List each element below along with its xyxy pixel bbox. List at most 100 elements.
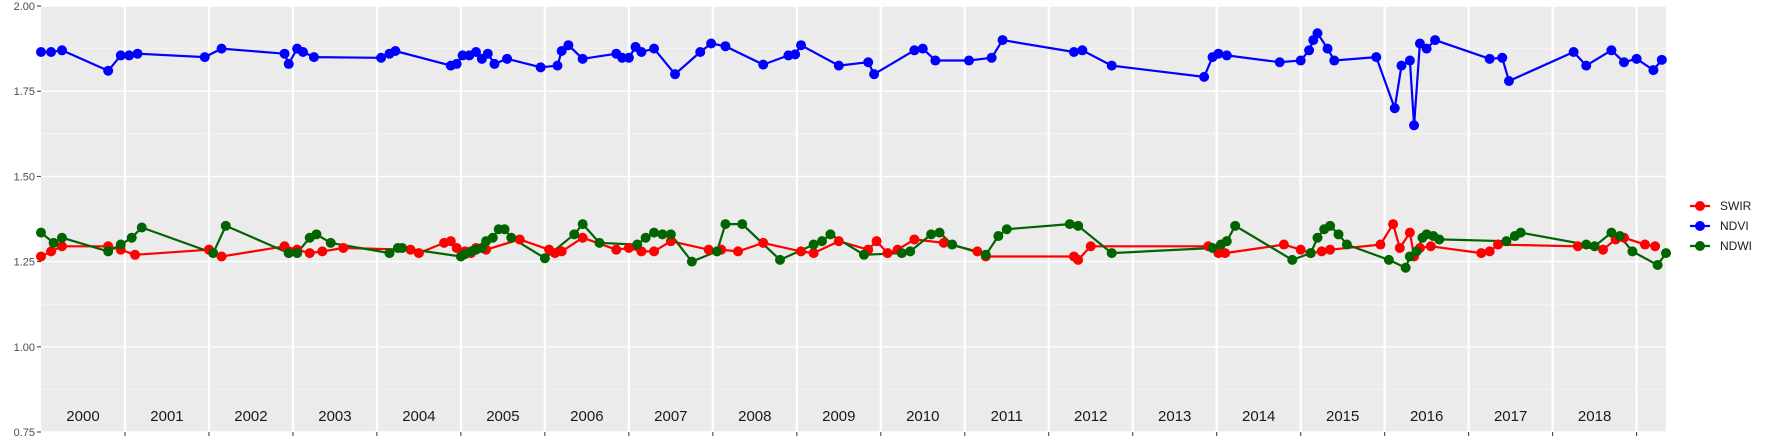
- data-point-ndvi: [502, 53, 513, 64]
- y-tick-label: 1.50: [14, 171, 35, 183]
- data-point-ndvi: [1329, 55, 1340, 66]
- y-tick-label: 0.75: [14, 427, 35, 439]
- data-point-ndvi: [471, 47, 482, 58]
- data-point-ndwi: [283, 248, 294, 259]
- data-point-ndwi: [896, 248, 907, 259]
- data-point-swir: [1404, 227, 1415, 238]
- data-point-swir: [317, 246, 328, 257]
- data-point-ndvi: [1430, 35, 1441, 46]
- data-point-ndwi: [325, 237, 336, 248]
- legend-label-swir: SWIR: [1720, 199, 1752, 213]
- data-point-ndwi: [1001, 224, 1012, 235]
- data-point-swir: [733, 246, 744, 257]
- data-point-swir: [1375, 239, 1386, 250]
- data-point-ndvi: [1312, 28, 1323, 39]
- data-point-ndwi: [1434, 234, 1445, 245]
- data-point-swir: [1073, 254, 1084, 265]
- data-point-swir: [216, 251, 227, 262]
- data-point-swir: [46, 246, 57, 257]
- data-point-ndwi: [1341, 239, 1352, 250]
- data-point-ndvi: [649, 43, 660, 54]
- data-point-ndvi: [1404, 55, 1415, 66]
- data-point-ndwi: [1312, 232, 1323, 243]
- data-point-ndvi: [917, 43, 928, 54]
- data-point-ndvi: [535, 62, 546, 73]
- data-point-ndwi: [292, 248, 303, 259]
- data-point-ndvi: [1213, 48, 1224, 59]
- data-point-ndvi: [451, 58, 462, 69]
- data-point-swir: [1325, 244, 1336, 255]
- data-point-ndwi: [934, 227, 945, 238]
- legend-key-point: [1695, 221, 1705, 231]
- year-label: 2002: [234, 408, 267, 425]
- data-point-swir: [703, 244, 714, 255]
- data-point-swir: [808, 248, 819, 259]
- year-label: 2006: [570, 408, 603, 425]
- data-point-ndvi: [390, 45, 401, 56]
- data-point-ndvi: [623, 52, 634, 63]
- data-point-swir: [611, 244, 622, 255]
- data-point-ndvi: [1221, 50, 1232, 61]
- data-point-ndwi: [36, 227, 46, 238]
- data-point-swir: [577, 232, 588, 243]
- data-point-ndvi: [1295, 55, 1306, 66]
- data-point-ndwi: [1221, 236, 1232, 247]
- data-point-ndwi: [1106, 248, 1117, 259]
- data-point-ndvi: [1503, 75, 1514, 86]
- data-point-ndvi: [997, 35, 1008, 46]
- data-point-ndvi: [1619, 57, 1630, 68]
- y-tick-label: 2.00: [14, 1, 35, 13]
- data-point-ndwi: [311, 229, 322, 240]
- data-point-ndwi: [825, 229, 836, 240]
- data-point-ndwi: [1652, 260, 1663, 271]
- data-point-ndvi: [636, 47, 647, 58]
- legend-label-ndwi: NDWI: [1720, 239, 1752, 253]
- data-point-ndvi: [1421, 43, 1432, 54]
- year-label: 2003: [318, 408, 351, 425]
- data-point-ndvi: [563, 40, 574, 51]
- data-point-ndwi: [1333, 229, 1344, 240]
- data-point-ndvi: [670, 69, 681, 80]
- data-point-ndwi: [1614, 231, 1625, 242]
- data-point-ndvi: [1656, 54, 1667, 65]
- data-point-ndvi: [706, 38, 717, 49]
- data-point-ndvi: [796, 40, 807, 51]
- data-point-ndvi: [1274, 57, 1285, 68]
- data-point-ndwi: [220, 220, 231, 231]
- data-point-ndwi: [1589, 241, 1600, 252]
- year-label: 2007: [654, 408, 687, 425]
- minor-gridlines: [41, 48, 1666, 390]
- data-point-ndvi: [556, 45, 567, 56]
- data-point-swir: [556, 246, 567, 257]
- data-point-ndvi: [577, 53, 588, 64]
- data-point-ndwi: [993, 231, 1004, 242]
- data-point-swir: [304, 248, 315, 259]
- data-point-ndvi: [103, 65, 114, 76]
- legend: SWIR NDVI NDWI: [1690, 199, 1752, 253]
- data-point-ndwi: [720, 219, 731, 230]
- data-point-ndvi: [298, 47, 309, 58]
- year-label: 2014: [1242, 408, 1275, 425]
- data-point-ndwi: [499, 224, 510, 235]
- data-point-ndwi: [632, 239, 643, 250]
- data-point-ndwi: [539, 253, 550, 264]
- data-point-ndwi: [1411, 246, 1422, 257]
- y-tick-label: 1.25: [14, 257, 35, 269]
- data-point-ndwi: [208, 248, 219, 259]
- data-point-swir: [36, 251, 46, 262]
- data-point-ndwi: [577, 219, 588, 230]
- data-point-ndwi: [1383, 254, 1394, 265]
- data-point-ndwi: [48, 237, 59, 248]
- data-point-ndwi: [1661, 248, 1671, 259]
- data-point-ndvi: [1484, 53, 1495, 64]
- data-point-ndvi: [1389, 103, 1400, 114]
- data-point-ndwi: [980, 249, 991, 260]
- data-point-ndvi: [1077, 45, 1088, 56]
- data-point-ndwi: [56, 232, 67, 243]
- data-point-ndwi: [594, 237, 605, 248]
- data-point-ndvi: [199, 52, 210, 63]
- data-point-ndwi: [1627, 246, 1638, 257]
- data-point-ndwi: [640, 232, 651, 243]
- data-point-ndwi: [905, 246, 916, 257]
